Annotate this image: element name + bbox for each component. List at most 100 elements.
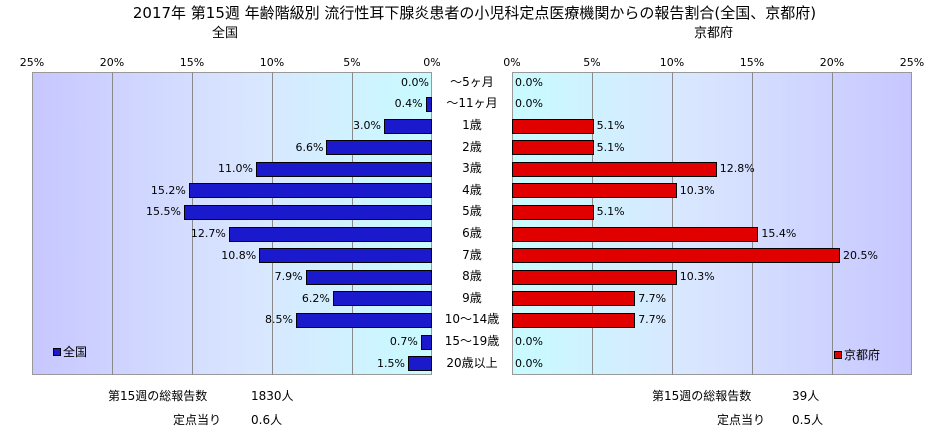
right-bar (512, 204, 594, 220)
left-per-site-value: 0.6人 (251, 413, 283, 427)
left-x-tick-label: 5% (343, 56, 361, 69)
left-gridline (272, 72, 273, 375)
left-data-label: 3.0% (353, 119, 381, 132)
right-x-tick-label: 0% (503, 56, 521, 69)
chart-title: 2017年 第15週 年齢階級別 流行性耳下腺炎患者の小児科定点医療機関からの報… (132, 4, 817, 22)
right-bar (512, 248, 840, 264)
right-data-label: 5.1% (596, 119, 625, 132)
right-data-label: 15.4% (761, 227, 797, 240)
right-plot-area (512, 72, 912, 375)
right-data-label: 0.0% (515, 75, 543, 89)
left-bar (184, 204, 432, 220)
left-bar (296, 312, 432, 328)
category-label: 20歳以上 (446, 355, 498, 370)
right-panel-title: 京都府 (694, 26, 734, 41)
category-label: 4歳 (462, 182, 482, 197)
left-bar (420, 334, 432, 350)
right-per-site-value: 0.5人 (792, 413, 824, 427)
left-bar (305, 269, 432, 285)
left-x-tick-label: 20% (99, 56, 125, 69)
left-data-label: 8.5% (265, 313, 293, 327)
right-x-tick-label: 10% (659, 56, 685, 69)
right-bar (512, 269, 677, 285)
left-bar (384, 118, 432, 134)
right-bar (512, 118, 594, 134)
right-gridline (832, 72, 833, 375)
left-x-tick-label: 25% (19, 56, 45, 69)
right-data-label: 12.8% (719, 162, 755, 176)
left-bar (332, 291, 432, 307)
left-bar (408, 356, 432, 372)
left-x-tick-label: 10% (259, 56, 285, 69)
left-data-label: 0.7% (389, 335, 418, 348)
category-label: 3歳 (462, 161, 482, 176)
category-label: 15～19歳 (444, 334, 500, 348)
right-bar (512, 291, 636, 307)
right-legend: 京都府 (834, 346, 880, 363)
left-plot-area (32, 72, 432, 375)
right-data-label: 7.7% (638, 313, 667, 327)
right-x-tick-label: 25% (899, 56, 925, 69)
category-label: 8歳 (462, 269, 482, 284)
right-legend-label: 京都府 (844, 348, 881, 362)
left-data-label: 0.4% (394, 97, 423, 111)
right-total-value: 39人 (792, 389, 820, 403)
right-x-tick-label: 5% (583, 56, 601, 69)
category-label: 6歳 (462, 226, 482, 240)
left-legend-swatch (53, 347, 61, 356)
left-legend-label: 全国 (63, 345, 88, 359)
category-label: 9歳 (462, 290, 482, 305)
left-data-label: 15.5% (146, 205, 181, 219)
left-gridline (112, 72, 113, 375)
category-label: 10～14歳 (444, 312, 500, 327)
right-data-label: 10.3% (679, 270, 715, 284)
left-gridline (192, 72, 193, 375)
left-data-label: 0.0% (401, 75, 429, 89)
left-data-label: 6.6% (295, 140, 324, 154)
category-label: 1歳 (462, 118, 482, 132)
left-x-tick-label: 15% (179, 56, 205, 69)
left-data-label: 10.8% (221, 248, 257, 262)
left-legend: 全国 (53, 343, 87, 360)
left-total-label: 第15週の総報告数 (108, 389, 208, 403)
category-label: 5歳 (462, 204, 482, 219)
right-data-label: 10.3% (679, 183, 715, 197)
right-data-label: 5.1% (596, 140, 625, 154)
left-data-label: 15.2% (150, 183, 186, 197)
left-data-label: 7.9% (274, 270, 303, 284)
left-bar (188, 183, 432, 199)
right-data-label: 0.0% (515, 356, 543, 370)
category-label: 7歳 (462, 247, 482, 262)
right-data-label: 0.0% (515, 335, 543, 348)
left-bar (259, 248, 432, 264)
right-x-tick-label: 20% (819, 56, 845, 69)
left-gridline (352, 72, 353, 375)
right-bar (512, 183, 677, 199)
left-per-site-label: 定点当り (173, 413, 222, 427)
left-bar (256, 161, 432, 177)
right-data-label: 20.5% (843, 248, 878, 262)
category-label: ～5ヶ月 (450, 74, 494, 89)
right-x-tick-label: 15% (739, 56, 765, 69)
left-total-value: 1830人 (251, 389, 294, 403)
left-data-label: 6.2% (301, 291, 330, 305)
left-bar (228, 226, 432, 242)
category-label: ～11ヶ月 (446, 96, 498, 111)
right-data-label: 0.0% (515, 97, 543, 111)
left-data-label: 1.5% (377, 356, 405, 370)
right-bar (512, 226, 759, 242)
right-gridline (752, 72, 753, 375)
category-label: 2歳 (462, 139, 482, 154)
left-data-label: 11.0% (218, 162, 253, 176)
right-legend-swatch (834, 350, 842, 359)
right-data-label: 5.1% (596, 205, 625, 219)
left-bar (425, 96, 432, 112)
right-data-label: 7.7% (638, 291, 667, 305)
right-gridline (592, 72, 593, 375)
right-total-label: 第15週の総報告数 (652, 389, 752, 403)
right-bar (512, 161, 717, 177)
left-panel-title: 全国 (212, 26, 239, 41)
left-x-tick-label: 0% (423, 56, 441, 69)
right-gridline (672, 72, 673, 375)
